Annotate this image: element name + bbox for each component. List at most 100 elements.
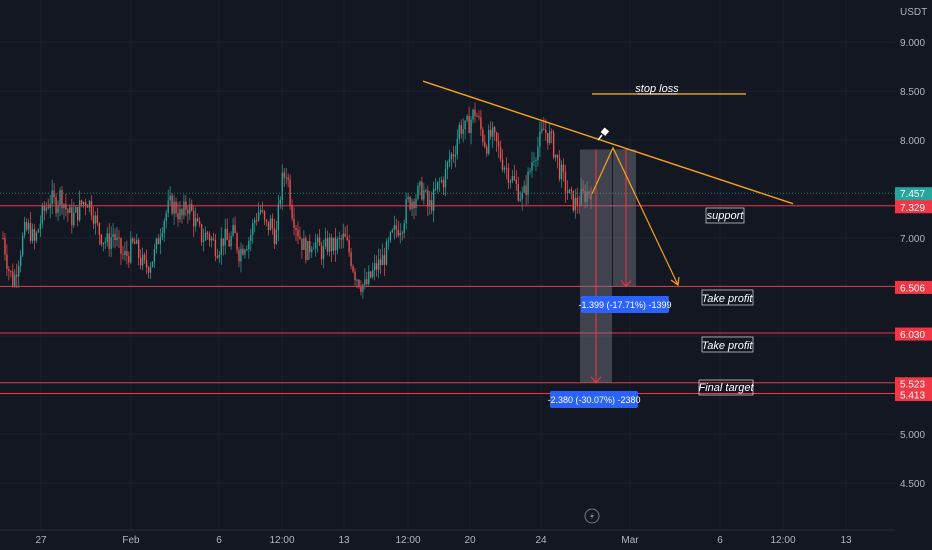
resistance-trendline[interactable]: [422, 80, 794, 205]
candle-body: [238, 249, 240, 262]
measurements[interactable]: -1.399 (-17.71%) -1399 -2.380 (-30.07%) …: [547, 296, 672, 408]
candle-body: [159, 237, 162, 245]
support-label[interactable]: support: [707, 210, 745, 222]
candle-body: [183, 201, 185, 216]
candle-body: [112, 234, 114, 238]
candle-body: [330, 237, 333, 252]
candle-body: [484, 141, 486, 147]
candle-body: [267, 221, 270, 231]
candle-body: [391, 229, 394, 233]
candle-body: [187, 209, 189, 214]
candle-body: [305, 237, 307, 261]
lightning-icon[interactable]: [584, 508, 600, 524]
horizontal-levels[interactable]: [0, 192, 895, 395]
candle-body: [224, 228, 226, 246]
candle-body: [195, 218, 197, 227]
candle-body: [503, 167, 506, 170]
time-axis[interactable]: 27 Feb 6 12:00 13 12:00 20 24 Mar 6 12:00 13: [0, 529, 895, 546]
candle-body: [324, 238, 327, 247]
measure-1-badge[interactable]: [581, 296, 669, 313]
pin-icon[interactable]: [597, 127, 610, 141]
candle-body: [295, 227, 297, 230]
x-tick-label: 6: [216, 535, 222, 546]
candle-body: [450, 154, 453, 160]
x-tick-label: 24: [535, 535, 547, 546]
candle-body: [47, 207, 49, 209]
measure-2-badge[interactable]: [550, 391, 638, 408]
candle-body: [45, 207, 47, 211]
candle-body: [143, 254, 146, 260]
candle-body: [255, 220, 258, 222]
candle-body: [37, 229, 40, 233]
candle-body: [403, 223, 405, 234]
candle-body: [283, 172, 285, 178]
candle-body: [314, 242, 317, 249]
final-target-label[interactable]: Final target: [698, 382, 754, 394]
candle-body: [519, 199, 521, 201]
candle-body: [53, 190, 55, 198]
candle-body: [586, 191, 588, 203]
candle-body: [488, 129, 490, 154]
candle-body: [352, 266, 354, 272]
candle-body: [33, 229, 36, 241]
candle-body: [560, 164, 563, 180]
candle-body: [218, 254, 221, 258]
y-tick-label: 7.000: [900, 234, 925, 245]
candle-body: [458, 125, 460, 139]
take-profit-2-label[interactable]: Take profit: [702, 340, 754, 352]
annotations[interactable]: stop loss support Take profit Take profi…: [635, 83, 754, 396]
price-tag-label: 5.413: [900, 391, 925, 402]
candle-body: [157, 238, 160, 245]
candle-body: [265, 219, 268, 222]
candle-body: [588, 191, 590, 194]
candle-body: [515, 179, 517, 184]
x-tick-label: 6: [717, 535, 723, 546]
candle-body: [523, 185, 525, 193]
candle-body: [204, 232, 207, 241]
candle-body: [440, 179, 443, 182]
candle-body: [438, 181, 441, 183]
y-tick-label: 8.500: [900, 87, 925, 98]
level-price-tag: [895, 327, 932, 341]
y-tick-label: 9.000: [900, 38, 925, 49]
candle-body: [389, 232, 392, 241]
candle-body: [564, 171, 567, 192]
candle-body: [149, 266, 152, 273]
y-tick-label: 8.000: [900, 136, 925, 147]
candle-body: [57, 205, 59, 213]
icons[interactable]: [584, 127, 610, 524]
candle-body: [338, 238, 340, 240]
candle-body: [163, 221, 165, 234]
candle-body: [126, 251, 128, 256]
candle-body: [110, 237, 112, 249]
measure-1-range[interactable]: [613, 149, 636, 287]
candle-body: [71, 207, 73, 226]
candle-body: [67, 209, 69, 213]
candle-body: [69, 207, 71, 213]
candle-body: [468, 116, 470, 134]
candle-body: [381, 255, 384, 266]
stop-loss-label[interactable]: stop loss: [635, 83, 679, 95]
candle-body: [102, 242, 104, 245]
candle-body: [77, 207, 79, 221]
candle-body: [104, 241, 106, 243]
candle-body: [372, 270, 374, 278]
take-profit-1-label[interactable]: Take profit: [702, 293, 754, 305]
candle-body: [189, 204, 191, 214]
candle-body: [474, 109, 476, 117]
candle-body: [472, 109, 474, 120]
candle-body: [35, 232, 38, 241]
candle-body: [511, 175, 514, 182]
candle-body: [554, 154, 557, 158]
candle-body: [584, 191, 586, 203]
candle-body: [350, 252, 352, 267]
projection-path[interactable]: [591, 146, 679, 286]
candle-body: [464, 120, 466, 130]
candle-body: [80, 200, 83, 204]
candle-body: [590, 193, 592, 200]
candle-body: [354, 271, 356, 280]
drawings[interactable]: [422, 80, 794, 384]
